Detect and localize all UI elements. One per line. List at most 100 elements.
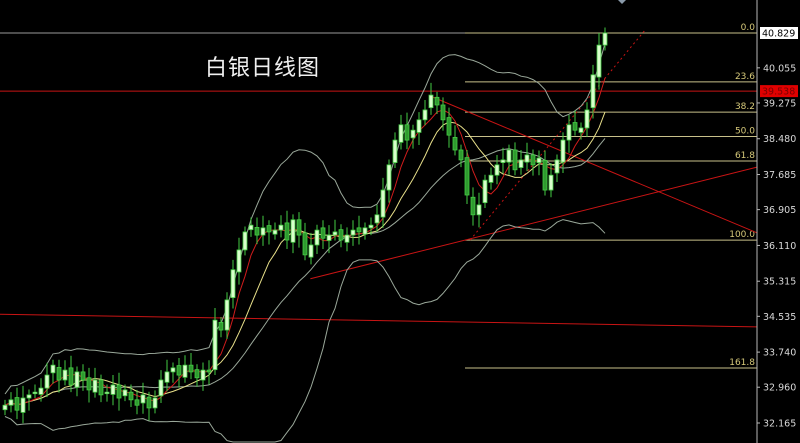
- candle: [512, 149, 518, 171]
- candle: [152, 397, 158, 409]
- fib-label: 161.8: [729, 358, 755, 368]
- candle: [236, 249, 242, 273]
- y-tick-label: 36.905: [763, 205, 796, 216]
- candle: [32, 391, 38, 395]
- candle: [428, 94, 434, 109]
- candle: [302, 232, 308, 256]
- candle: [320, 227, 326, 239]
- candle: [134, 399, 140, 406]
- candle: [350, 229, 356, 236]
- marked-price-box: [760, 85, 798, 98]
- candle: [500, 159, 506, 163]
- chart-title: 白银日线图: [205, 56, 321, 81]
- candle: [38, 387, 44, 395]
- candle: [416, 119, 422, 133]
- candle: [392, 139, 398, 163]
- candle: [602, 32, 608, 46]
- candle: [266, 225, 272, 233]
- candle: [176, 365, 182, 376]
- candle: [296, 219, 302, 236]
- candle: [224, 299, 230, 331]
- y-tick-label: 33.740: [763, 348, 796, 359]
- marked-price-label: 39.538: [762, 87, 795, 98]
- candle: [554, 159, 560, 174]
- candle: [518, 159, 524, 168]
- y-tick-label: 32.960: [763, 383, 796, 394]
- candle: [326, 234, 332, 241]
- candle: [422, 109, 428, 121]
- candle: [218, 321, 224, 331]
- y-tick-label: 40.055: [763, 63, 796, 74]
- price-axis-background: [757, 0, 800, 443]
- candle: [212, 319, 218, 371]
- candle: [572, 122, 578, 131]
- candle: [464, 157, 470, 196]
- y-tick-label: 37.685: [763, 170, 796, 181]
- candle: [410, 129, 416, 139]
- candle: [188, 364, 194, 373]
- candle: [122, 389, 128, 397]
- scroll-marker-icon: [618, 0, 626, 4]
- candle: [140, 394, 146, 404]
- y-tick-label: 34.535: [763, 312, 796, 323]
- candle: [260, 227, 266, 236]
- y-tick-label: 36.110: [763, 241, 796, 252]
- candle: [590, 74, 596, 109]
- candle: [356, 227, 362, 233]
- candle: [194, 369, 200, 379]
- candle: [332, 231, 338, 236]
- candle: [368, 224, 374, 229]
- trend-line: [0, 313, 758, 328]
- candle: [494, 164, 500, 176]
- candle: [230, 269, 236, 299]
- candle: [20, 397, 26, 413]
- candle: [542, 159, 548, 191]
- candle: [158, 379, 164, 397]
- candle: [470, 196, 476, 216]
- candle: [578, 127, 584, 133]
- candle: [170, 367, 176, 373]
- candle: [56, 367, 62, 381]
- candle: [128, 391, 134, 401]
- trend-line: [432, 96, 758, 234]
- trend-line: [469, 29, 646, 241]
- candle: [74, 371, 80, 388]
- y-tick-label: 39.275: [763, 98, 796, 109]
- fib-label: 100.0: [729, 230, 755, 240]
- candle: [452, 136, 458, 151]
- bollinger-lower: [4, 219, 606, 443]
- candle: [524, 154, 530, 163]
- fib-label: 38.2: [735, 102, 755, 112]
- candle: [548, 174, 554, 191]
- candle: [560, 139, 566, 163]
- candle: [476, 204, 482, 216]
- trend-line: [310, 166, 758, 280]
- candle: [44, 374, 50, 389]
- candle: [314, 229, 320, 246]
- y-tick-label: 38.480: [763, 134, 796, 145]
- candle: [2, 404, 8, 411]
- y-tick-label: 32.165: [763, 419, 796, 430]
- candle: [506, 149, 512, 163]
- candle: [248, 224, 254, 231]
- fib-label: 61.8: [735, 151, 755, 161]
- candle: [62, 369, 68, 381]
- candle: [482, 179, 488, 204]
- candle: [242, 231, 248, 251]
- bollinger-middle: [4, 138, 606, 406]
- fib-label: 0.0: [741, 23, 756, 33]
- candle: [398, 124, 404, 143]
- candle: [404, 124, 410, 141]
- candle: [278, 224, 284, 231]
- candle: [530, 154, 536, 166]
- candle: [386, 164, 392, 191]
- candle: [566, 124, 572, 141]
- candle: [308, 244, 314, 258]
- candle: [50, 364, 56, 374]
- candle: [374, 214, 380, 224]
- candle: [164, 371, 170, 383]
- candle: [536, 157, 542, 163]
- candle: [116, 384, 122, 399]
- candle: [104, 391, 110, 395]
